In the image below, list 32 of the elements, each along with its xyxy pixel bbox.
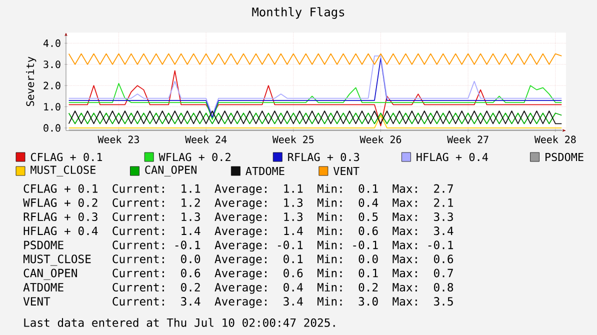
x-tick-label: Week 23 (98, 136, 139, 144)
legend-label: WFLAG + 0.2 (158, 152, 230, 162)
legend-label: HFLAG + 0.4 (416, 152, 488, 162)
y-tick-label: 4.0 (43, 39, 60, 47)
text: CFLAG + 0.1 Current: 1.1 Average: 1.1 Min: 0.1 Max: 2.7 (24, 184, 453, 196)
text: WFLAG + 0.2 Current: 1.2 Average: 1.3 Min: 0.4 Max: 2.1 (23, 198, 454, 210)
legend-label: ATDOME (246, 166, 284, 176)
y-tick-label: 1.0 (44, 102, 60, 111)
x-tick-label: Week 28 (534, 136, 576, 144)
y-tick-label: 0.0 (44, 124, 60, 132)
text: ATDOME Current: 0.2 Average: 0.4 Min: 0.2 Max: 0.8 (23, 282, 454, 294)
text: VENT Current: 3.4 Average: 3.4 Min: 3.0 Max: 3.5 (23, 296, 453, 308)
text: MUST_CLOSE Current: 0.0 Average: 0.1 Min: 0.0 Max: 0.6 (24, 254, 454, 266)
legend-label: CFLAG + 0.1 (30, 152, 102, 162)
y-tick-label: 2.0 (44, 82, 60, 90)
chart-title: Monthly Flags (252, 7, 344, 19)
x-tick-label: Week 25 (272, 136, 314, 144)
text: Last data entered at Thu Jul 10 02:00:47 2025. (24, 318, 335, 327)
x-tick-label: Week 26 (360, 136, 402, 144)
legend-label: PSDOME (546, 152, 584, 162)
text: PSDOME Current: -0.1 Average: -0.1 Min: -0.1 Max: -0.1 (24, 240, 454, 252)
y-axis-title: Severity (26, 56, 36, 106)
x-tick-label: Week 27 (447, 136, 488, 144)
legend-label: CAN_OPEN (145, 166, 196, 176)
legend-label: RFLAG + 0.3 (288, 152, 360, 162)
text: CAN_OPEN Current: 0.6 Average: 0.6 Min: 0.1 Max: 0.7 (24, 268, 453, 280)
y-tick-label: 3.0 (44, 60, 60, 68)
text: RFLAG + 0.3 Current: 1.3 Average: 1.3 Min: 0.5 Max: 3.3 (24, 212, 453, 224)
legend-label: MUST_CLOSE (30, 166, 96, 176)
text: HFLAG + 0.4 Current: 1.4 Average: 1.4 Min: 0.6 Max: 3.4 (24, 226, 454, 238)
legend-label: VENT (333, 167, 360, 175)
x-tick-label: Week 24 (185, 136, 227, 144)
